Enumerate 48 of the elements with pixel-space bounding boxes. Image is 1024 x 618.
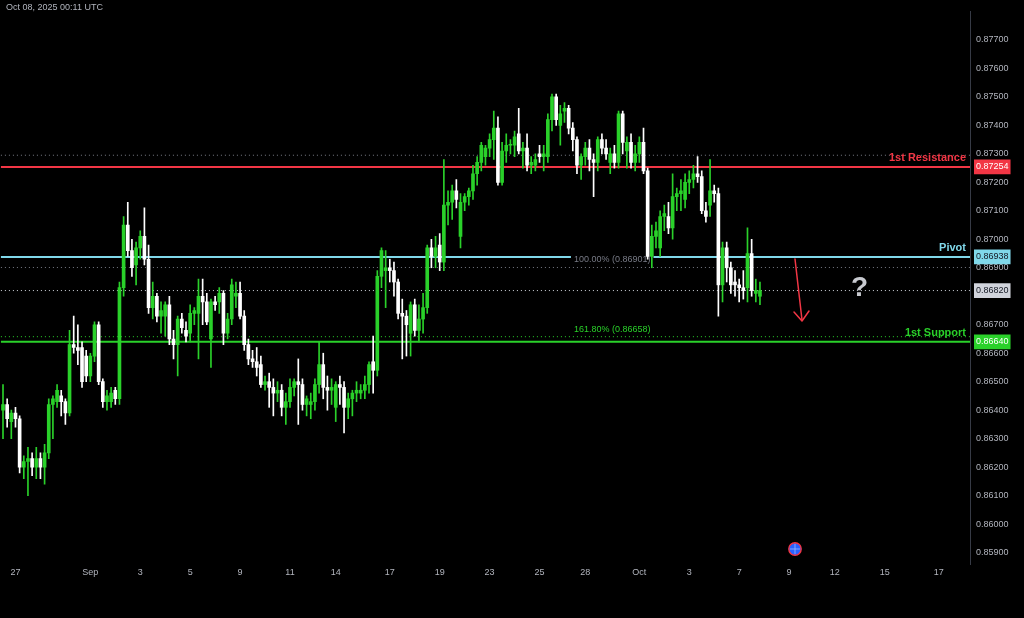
- y-tick-label: 0.86200: [976, 461, 1009, 472]
- x-tick-label: 28: [580, 566, 591, 577]
- y-tick-label: 0.87500: [976, 91, 1009, 102]
- y-tick-label: 0.87700: [976, 34, 1009, 45]
- y-tick-label: 0.86000: [976, 518, 1009, 529]
- y-tick-label: 0.85900: [976, 547, 1009, 558]
- ref-line-label: 1st Resistance: [888, 151, 966, 164]
- x-tick-label: 9: [786, 566, 792, 577]
- ref-line-label: 1st Support: [904, 326, 967, 339]
- y-tick-label: 0.86640: [976, 336, 1009, 347]
- y-tick-label: 0.87600: [976, 62, 1009, 73]
- x-tick-label: 3: [137, 566, 143, 577]
- y-tick-label: 0.87254: [976, 161, 1009, 172]
- x-tick-label: 15: [879, 566, 890, 577]
- y-tick-label: 0.87400: [976, 119, 1009, 130]
- x-tick-label: Sep: [82, 566, 99, 577]
- x-tick-label: 14: [330, 566, 341, 577]
- y-tick-label: 0.86700: [976, 319, 1009, 330]
- y-tick-label: 0.86820: [976, 285, 1009, 296]
- x-tick-label: 5: [187, 566, 193, 577]
- ref-line-label: 100.00% (0.86901): [573, 254, 651, 265]
- x-tick-label: 9: [237, 566, 243, 577]
- y-tick-label: 0.86938: [976, 251, 1009, 262]
- y-tick-label: 0.87100: [976, 205, 1009, 216]
- y-tick-label: 0.87000: [976, 233, 1009, 244]
- y-tick-label: 0.86300: [976, 433, 1009, 444]
- y-tick-label: 0.86400: [976, 404, 1009, 415]
- x-tick-label: 17: [933, 566, 944, 577]
- x-tick-label: 19: [434, 566, 445, 577]
- y-tick-label: 0.86100: [976, 490, 1009, 501]
- annotation: ?: [851, 271, 869, 303]
- x-tick-label: 3: [686, 566, 692, 577]
- x-tick-label: 7: [736, 566, 742, 577]
- x-tick-label: 23: [484, 566, 495, 577]
- x-tick-label: 25: [534, 566, 545, 577]
- x-tick-label: 27: [10, 566, 21, 577]
- x-tick-label: 17: [384, 566, 395, 577]
- x-tick-label: 11: [285, 566, 295, 577]
- y-tick-label: 0.86500: [976, 376, 1009, 387]
- x-tick-label: 12: [829, 566, 840, 577]
- y-tick-label: 0.87200: [976, 176, 1009, 187]
- y-tick-label: 0.86900: [976, 262, 1009, 273]
- y-tick-label: 0.87300: [976, 148, 1009, 159]
- x-tick-label: Oct: [632, 566, 647, 577]
- y-tick-label: 0.86600: [976, 347, 1009, 358]
- ref-line-label: 161.80% (0.86658): [573, 323, 651, 334]
- ref-line-label: Pivot: [939, 241, 967, 254]
- annotation: Oct 08, 2025 00:11 UTC: [6, 2, 103, 13]
